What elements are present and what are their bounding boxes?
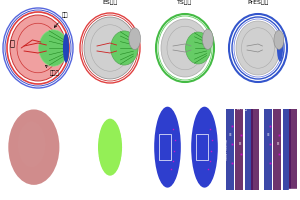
Text: PrES細胞: PrES細胞 [247, 0, 269, 5]
Text: 卵黄囊: 卵黄囊 [46, 65, 60, 76]
Text: TS細胞: TS細胞 [177, 0, 193, 5]
Text: 胎盤: 胎盤 [54, 12, 68, 27]
Text: 胚: 胚 [10, 39, 15, 48]
Ellipse shape [63, 33, 69, 63]
Ellipse shape [84, 17, 136, 79]
Text: ES細胞: ES細胞 [102, 0, 118, 5]
Ellipse shape [202, 29, 213, 49]
Ellipse shape [10, 15, 66, 81]
Ellipse shape [129, 28, 140, 50]
Ellipse shape [39, 30, 68, 66]
Ellipse shape [161, 19, 209, 77]
Ellipse shape [274, 30, 284, 49]
Ellipse shape [186, 32, 211, 64]
Ellipse shape [236, 21, 280, 75]
Ellipse shape [277, 34, 283, 62]
Ellipse shape [111, 31, 138, 65]
